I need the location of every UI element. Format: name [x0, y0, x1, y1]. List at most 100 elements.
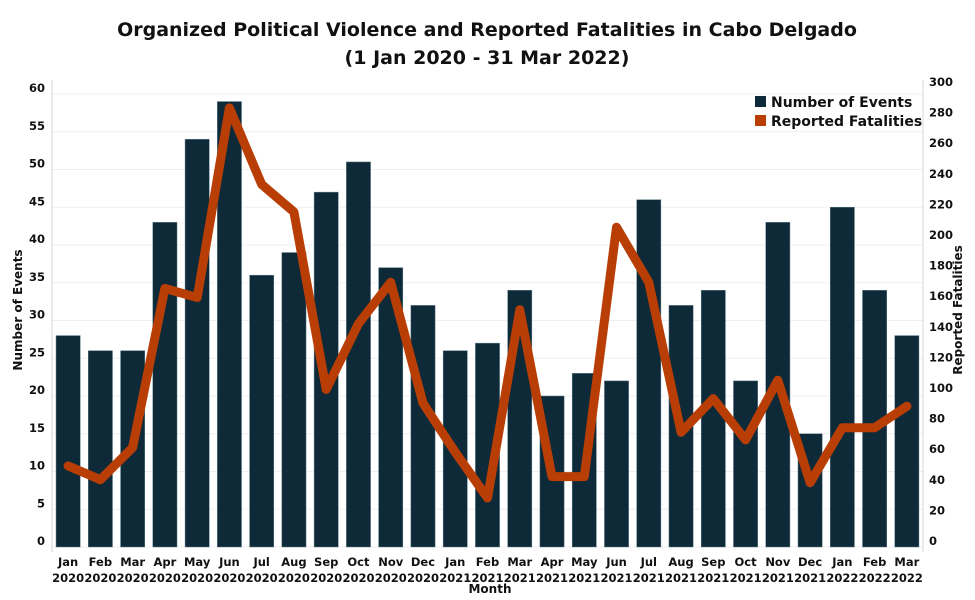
- line-series: [63, 103, 912, 503]
- y-tick-label: 25: [29, 345, 45, 359]
- y-tick-label: 50: [29, 157, 45, 171]
- y2-tick-label: 100: [929, 381, 953, 395]
- legend: Number of Events Reported Fatalities: [755, 95, 922, 130]
- chart-title: Organized Political Violence and Reporte…: [117, 19, 857, 41]
- x-tick-year: 2022: [859, 571, 891, 585]
- x-tick-month: Jan: [444, 555, 465, 569]
- y2-tick-label: 140: [929, 320, 953, 334]
- bar-events: [88, 350, 113, 548]
- y-tick-label: 45: [29, 194, 45, 208]
- x-tick-month: Sep: [701, 555, 725, 569]
- y2-tick-label: 60: [929, 442, 945, 456]
- x-tick-year: 2021: [697, 571, 729, 585]
- x-tick-month: Jun: [218, 555, 240, 569]
- x-tick-year: 2020: [149, 571, 181, 585]
- x-tick-year: 2020: [117, 571, 149, 585]
- x-tick-year: 2020: [213, 571, 245, 585]
- y2-tick-label: 280: [929, 106, 953, 120]
- x-tick-month: Mar: [507, 555, 532, 569]
- x-tick-year: 2021: [794, 571, 826, 585]
- x-tick-year: 2020: [181, 571, 213, 585]
- y2-tick-label: 160: [929, 289, 953, 303]
- x-tick-year: 2022: [826, 571, 858, 585]
- x-tick-month: Apr: [541, 555, 564, 569]
- x-tick-month: Feb: [476, 555, 499, 569]
- x-tick-month: Sep: [314, 555, 338, 569]
- x-tick-month: Nov: [378, 555, 404, 569]
- x-tick-month: Mar: [120, 555, 145, 569]
- y-tick-label: 40: [29, 232, 45, 246]
- bar-events: [184, 139, 210, 548]
- x-tick-year: 2020: [342, 571, 374, 585]
- y-tick-label: 35: [29, 270, 45, 284]
- y-tick-label: 0: [37, 534, 45, 548]
- x-tick-month: Nov: [765, 555, 791, 569]
- y2-tick-label: 80: [929, 412, 945, 426]
- chart-subtitle: (1 Jan 2020 - 31 Mar 2022): [345, 47, 630, 69]
- x-tick-month: Jul: [252, 555, 269, 569]
- bar-events: [604, 380, 629, 548]
- y-tick-label: 60: [29, 81, 45, 95]
- left-axis-ticks: 0 5 10 15 20 25 30 35 40 45 50 55 60: [29, 81, 45, 548]
- x-tick-month: Feb: [863, 555, 886, 569]
- x-axis-ticks: Jan2020Feb2020Mar2020Apr2020May2020Jun20…: [52, 555, 923, 585]
- x-tick-year: 2021: [471, 571, 503, 585]
- y2-tick-label: 240: [929, 167, 953, 181]
- x-tick-month: Aug: [281, 555, 306, 569]
- y2-tick-label: 220: [929, 197, 953, 211]
- x-tick-year: 2020: [375, 571, 407, 585]
- legend-swatch-fatalities: [755, 115, 766, 126]
- x-tick-month: Feb: [89, 555, 112, 569]
- y2-tick-label: 260: [929, 136, 953, 150]
- x-tick-month: May: [184, 555, 211, 569]
- x-tick-year: 2020: [246, 571, 278, 585]
- bar-series: [55, 101, 920, 548]
- bar-events: [55, 335, 81, 548]
- bar-events: [249, 274, 275, 548]
- x-tick-month: Oct: [735, 555, 758, 569]
- x-tick-year: 2022: [891, 571, 923, 585]
- y-tick-label: 15: [29, 421, 45, 435]
- y2-tick-label: 0: [929, 534, 937, 548]
- legend-label-events: Number of Events: [771, 95, 912, 111]
- x-tick-month: Jan: [57, 555, 78, 569]
- y-tick-label: 5: [37, 496, 45, 510]
- x-tick-month: Jun: [605, 555, 627, 569]
- x-tick-year: 2021: [439, 571, 471, 585]
- x-tick-year: 2020: [278, 571, 310, 585]
- bar-events: [733, 380, 758, 548]
- x-tick-year: 2020: [84, 571, 116, 585]
- bar-events: [281, 252, 307, 548]
- bar-events: [636, 199, 662, 548]
- y-tick-label: 20: [29, 383, 45, 397]
- right-axis-ticks: 0 20 40 60 80 100 120 140 160 180 200 220 240 260 280 3…: [929, 75, 953, 548]
- bar-events: [346, 161, 371, 548]
- y-axis-label: Number of Events: [11, 249, 25, 370]
- bar-events: [700, 290, 726, 548]
- x-tick-month: Jan: [831, 555, 852, 569]
- x-tick-month: Dec: [798, 555, 822, 569]
- legend-swatch-events: [755, 96, 766, 107]
- bar-events: [894, 335, 920, 548]
- x-tick-year: 2020: [407, 571, 439, 585]
- x-tick-month: Dec: [411, 555, 435, 569]
- x-tick-year: 2021: [504, 571, 536, 585]
- x-tick-year: 2020: [310, 571, 342, 585]
- y-tick-label: 30: [29, 308, 45, 322]
- x-tick-month: May: [571, 555, 598, 569]
- x-tick-year: 2021: [568, 571, 600, 585]
- x-tick-month: Oct: [347, 555, 370, 569]
- x-tick-year: 2021: [536, 571, 568, 585]
- legend-label-fatalities: Reported Fatalities: [771, 114, 922, 130]
- x-tick-year: 2020: [52, 571, 84, 585]
- x-axis-label: Month: [468, 582, 511, 596]
- y2-tick-label: 180: [929, 259, 953, 273]
- x-tick-month: Aug: [668, 555, 693, 569]
- y2-tick-label: 300: [929, 75, 953, 89]
- x-tick-year: 2021: [601, 571, 633, 585]
- y2-axis-label: Reported Fatalities: [951, 245, 965, 375]
- bar-events: [152, 222, 178, 548]
- x-tick-month: Jul: [640, 555, 657, 569]
- x-tick-year: 2021: [762, 571, 794, 585]
